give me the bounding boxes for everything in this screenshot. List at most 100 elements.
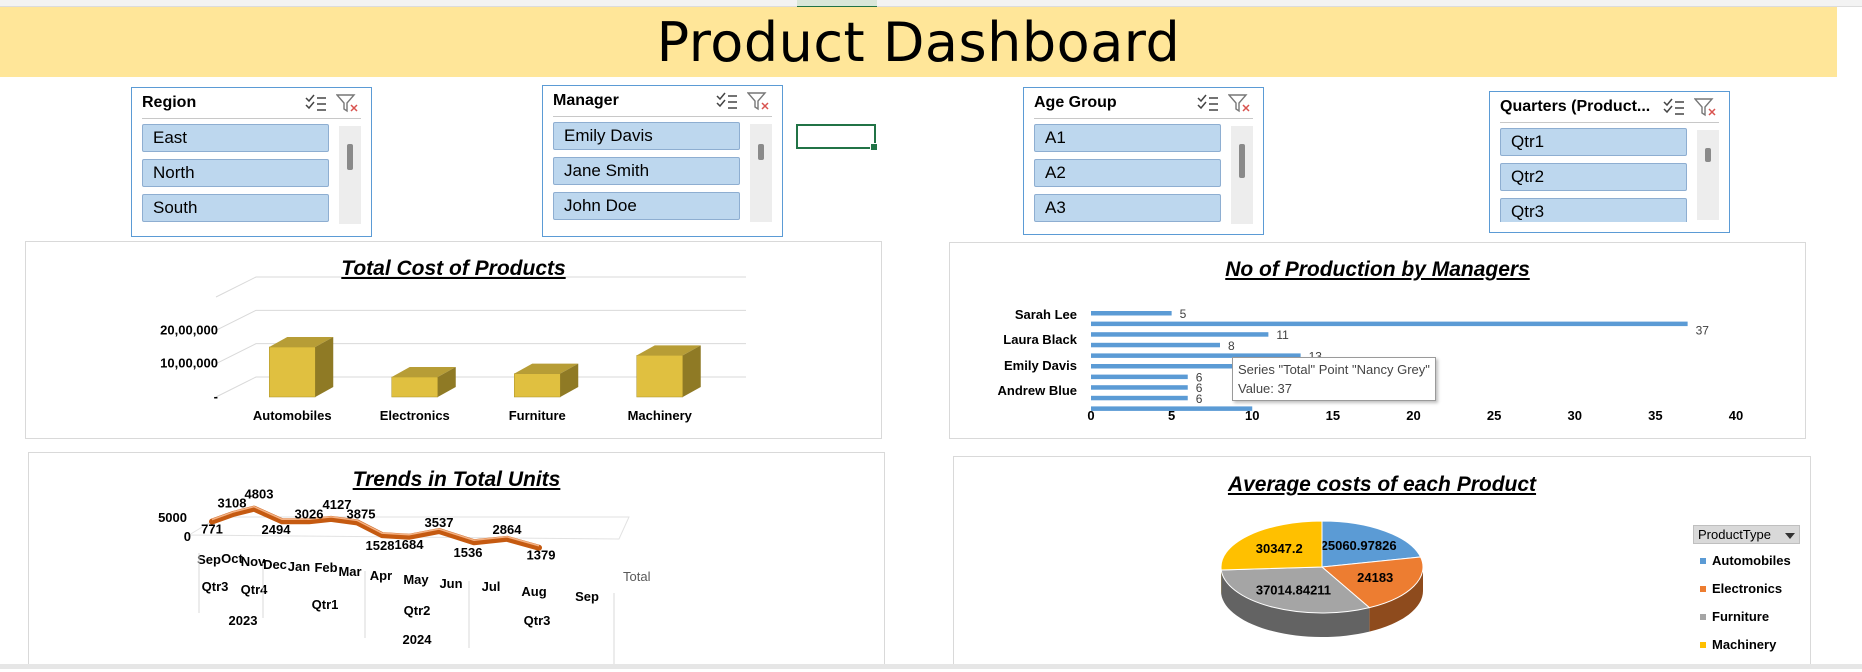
bar (1091, 396, 1188, 401)
x-tick-label: 10 (1245, 408, 1259, 423)
slicer-age-group[interactable]: Age Group A1 A2 A3 (1023, 87, 1264, 235)
x-tick-label: 0 (1087, 408, 1094, 423)
slicer-title: Quarters (Product... (1500, 98, 1661, 116)
slicer-item-jane-smith[interactable]: Jane Smith (553, 157, 740, 185)
slicer-items: A1 A2 A3 (1034, 124, 1253, 224)
slicer-item-qtr2[interactable]: Qtr2 (1500, 163, 1687, 191)
slicer-items: Qtr1 Qtr2 Qtr3 (1500, 128, 1719, 222)
chart-tooltip: Series "Total" Point "Nancy Grey" Value:… (1232, 357, 1436, 401)
bar-value-label: 5 (1180, 307, 1187, 321)
x-category-label: Machinery (628, 408, 693, 423)
legend-swatch (1700, 642, 1706, 648)
bar (1091, 385, 1188, 390)
clear-filter-icon[interactable] (746, 90, 772, 112)
legend-swatch (1700, 586, 1706, 592)
slicer-region[interactable]: Region East North South (131, 87, 372, 237)
slicer-scrollbar[interactable] (1231, 126, 1253, 224)
scrollbar-thumb[interactable] (1705, 148, 1711, 162)
bar (1091, 332, 1268, 337)
slicer-item-south[interactable]: South (142, 194, 329, 222)
month-label: Jul (482, 579, 501, 594)
slicer-header: Quarters (Product... (1500, 92, 1719, 123)
x-category-label: Automobiles (253, 408, 332, 423)
slicer-scrollbar[interactable] (1697, 130, 1719, 220)
slicer-item-a3[interactable]: A3 (1034, 194, 1221, 222)
data-label: 1684 (395, 537, 425, 552)
quarter-label: Qtr3 (524, 613, 551, 628)
slicer-title: Region (142, 94, 303, 112)
multi-select-icon[interactable] (714, 90, 740, 112)
month-label: Aug (521, 584, 546, 599)
slicer-quarters[interactable]: Quarters (Product... Qtr1 Qtr2 Qtr3 (1489, 91, 1730, 233)
scrollbar-thumb[interactable] (1239, 144, 1245, 178)
slicer-scrollbar[interactable] (750, 124, 772, 222)
selected-cell[interactable] (796, 124, 876, 149)
year-label: 2023 (229, 613, 258, 628)
quarter-label: Qtr1 (312, 597, 339, 612)
slicer-item-a2[interactable]: A2 (1034, 159, 1221, 187)
chart-title: No of Production by Managers (950, 258, 1805, 282)
fill-handle[interactable] (870, 143, 878, 151)
slicer-items: Emily Davis Jane Smith John Doe (553, 122, 772, 222)
month-label: Apr (370, 568, 392, 583)
scrollbar-thumb[interactable] (347, 144, 353, 170)
month-label: May (403, 572, 429, 587)
legend-item: Automobiles (1700, 553, 1791, 568)
legend-item: Furniture (1700, 609, 1769, 624)
month-label: Sep (197, 552, 221, 567)
legend-label: Automobiles (1712, 553, 1791, 568)
y-tick-label: 10,00,000 (160, 356, 218, 371)
slicer-item-john-doe[interactable]: John Doe (553, 192, 740, 220)
slicer-item-a1[interactable]: A1 (1034, 124, 1221, 152)
tooltip-line: Series "Total" Point "Nancy Grey" (1238, 360, 1430, 379)
bar-side (315, 337, 333, 397)
data-label: 3537 (425, 515, 454, 530)
bar-front (392, 377, 438, 397)
slicer-item-emily-davis[interactable]: Emily Davis (553, 122, 740, 150)
chart-production-by-managers[interactable]: No of Production by Managers 53711813666… (949, 242, 1806, 439)
legend-item: Electronics (1700, 581, 1782, 596)
tooltip-line: Value: 37 (1238, 379, 1430, 398)
month-label: Jan (288, 559, 310, 574)
legend-title: ProductType (1698, 527, 1771, 542)
dashboard-banner: Product Dashboard (0, 7, 1837, 77)
slicer-scrollbar[interactable] (339, 126, 361, 224)
multi-select-icon[interactable] (1661, 96, 1687, 118)
multi-select-icon[interactable] (303, 92, 329, 114)
clear-filter-icon[interactable] (1693, 96, 1719, 118)
data-label: 3108 (218, 496, 247, 511)
month-label: Jun (439, 576, 462, 591)
clear-filter-icon[interactable] (1227, 92, 1253, 114)
x-tick-label: 15 (1326, 408, 1340, 423)
category-label: Emily Davis (1004, 358, 1077, 373)
pie-data-label: 30347.2 (1256, 541, 1303, 556)
bar-front (514, 374, 560, 397)
slicer-header: Region (142, 88, 361, 119)
bar (1091, 375, 1188, 380)
slicer-item-east[interactable]: East (142, 124, 329, 152)
quarter-label: Qtr4 (241, 582, 269, 597)
multi-select-icon[interactable] (1195, 92, 1221, 114)
chart-average-costs[interactable]: Average costs of each Product 25060.9782… (953, 456, 1811, 668)
quarter-label: Qtr3 (202, 579, 229, 594)
slicer-item-qtr1[interactable]: Qtr1 (1500, 128, 1687, 156)
x-tick-label: 30 (1568, 408, 1582, 423)
chart-title: Trends in Total Units (29, 468, 884, 492)
bar-front (637, 355, 683, 397)
category-label: Laura Black (1003, 332, 1077, 347)
month-label: Dec (263, 557, 287, 572)
month-label: Mar (338, 564, 361, 579)
x-tick-label: 35 (1648, 408, 1662, 423)
sheet-bottom-scroll (0, 664, 1862, 669)
bar-value-label: 6 (1196, 392, 1203, 406)
clear-filter-icon[interactable] (335, 92, 361, 114)
slicer-item-north[interactable]: North (142, 159, 329, 187)
data-label: 3875 (347, 506, 376, 521)
legend-filter-button[interactable]: ProductType (1693, 525, 1800, 544)
slicer-manager[interactable]: Manager Emily Davis Jane Smith John Doe (542, 85, 783, 237)
slicer-item-qtr3[interactable]: Qtr3 (1500, 198, 1687, 222)
scrollbar-thumb[interactable] (758, 144, 764, 160)
slicer-title: Manager (553, 92, 714, 110)
